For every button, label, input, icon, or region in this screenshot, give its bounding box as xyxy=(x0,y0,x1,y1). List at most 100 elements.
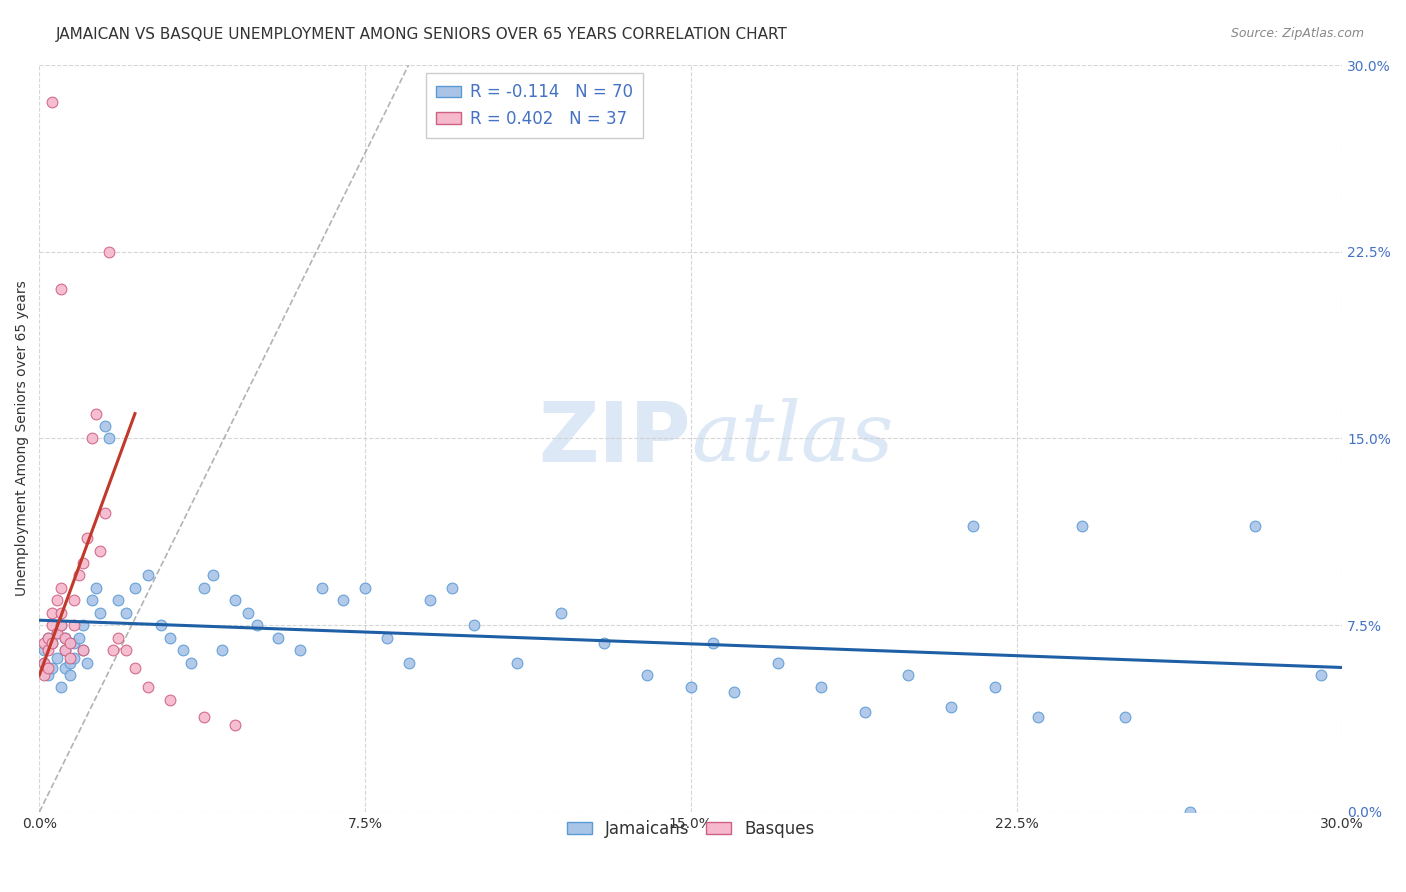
Text: ZIP: ZIP xyxy=(538,398,690,479)
Point xyxy=(49,618,72,632)
Point xyxy=(440,581,463,595)
Point xyxy=(419,593,441,607)
Point xyxy=(810,681,832,695)
Point xyxy=(984,681,1007,695)
Point xyxy=(80,593,103,607)
Point xyxy=(72,618,94,632)
Point xyxy=(103,643,125,657)
Point xyxy=(97,432,120,446)
Point xyxy=(32,643,55,657)
Point xyxy=(398,656,420,670)
Point xyxy=(107,593,129,607)
Point xyxy=(311,581,333,595)
Point xyxy=(679,681,702,695)
Point xyxy=(245,618,267,632)
Point xyxy=(72,643,94,657)
Point xyxy=(702,635,724,649)
Point xyxy=(37,643,59,657)
Point xyxy=(63,618,86,632)
Point xyxy=(124,581,146,595)
Point xyxy=(32,668,55,682)
Point xyxy=(41,635,63,649)
Point xyxy=(55,643,77,657)
Point xyxy=(180,656,202,670)
Point xyxy=(55,643,77,657)
Point xyxy=(550,606,572,620)
Point xyxy=(37,631,59,645)
Point xyxy=(37,668,59,682)
Point xyxy=(72,556,94,570)
Point xyxy=(1070,518,1092,533)
Point xyxy=(124,660,146,674)
Point xyxy=(1309,668,1331,682)
Point xyxy=(193,710,215,724)
Point xyxy=(288,643,311,657)
Point xyxy=(67,631,90,645)
Point xyxy=(45,650,67,665)
Point xyxy=(84,581,107,595)
Point xyxy=(159,631,181,645)
Point xyxy=(49,618,72,632)
Point xyxy=(224,593,246,607)
Point xyxy=(267,631,290,645)
Legend: Jamaicans, Basques: Jamaicans, Basques xyxy=(560,814,821,845)
Point xyxy=(224,718,246,732)
Point xyxy=(55,660,77,674)
Point xyxy=(115,606,138,620)
Point xyxy=(1026,710,1049,724)
Point xyxy=(89,543,111,558)
Point xyxy=(32,656,55,670)
Text: atlas: atlas xyxy=(690,399,893,478)
Text: Source: ZipAtlas.com: Source: ZipAtlas.com xyxy=(1230,27,1364,40)
Point xyxy=(354,581,377,595)
Point xyxy=(59,668,82,682)
Point xyxy=(49,681,72,695)
Point xyxy=(211,643,233,657)
Point xyxy=(159,693,181,707)
Point xyxy=(115,643,138,657)
Point xyxy=(76,531,98,545)
Point xyxy=(136,568,159,582)
Y-axis label: Unemployment Among Seniors over 65 years: Unemployment Among Seniors over 65 years xyxy=(15,281,30,597)
Point xyxy=(45,625,67,640)
Point xyxy=(107,631,129,645)
Point xyxy=(506,656,529,670)
Point xyxy=(55,631,77,645)
Point xyxy=(49,581,72,595)
Point xyxy=(193,581,215,595)
Point xyxy=(332,593,354,607)
Point xyxy=(59,650,82,665)
Point xyxy=(41,618,63,632)
Point xyxy=(723,685,745,699)
Point xyxy=(84,407,107,421)
Point xyxy=(941,700,963,714)
Point xyxy=(80,432,103,446)
Point xyxy=(49,282,72,296)
Text: JAMAICAN VS BASQUE UNEMPLOYMENT AMONG SENIORS OVER 65 YEARS CORRELATION CHART: JAMAICAN VS BASQUE UNEMPLOYMENT AMONG SE… xyxy=(56,27,789,42)
Point xyxy=(897,668,920,682)
Point xyxy=(32,635,55,649)
Point xyxy=(67,568,90,582)
Point xyxy=(41,95,63,110)
Point xyxy=(93,506,115,520)
Point xyxy=(202,568,225,582)
Point xyxy=(41,606,63,620)
Point xyxy=(63,635,86,649)
Point xyxy=(236,606,259,620)
Point xyxy=(766,656,789,670)
Point xyxy=(59,656,82,670)
Point xyxy=(32,656,55,670)
Point xyxy=(1180,805,1202,819)
Point xyxy=(1114,710,1136,724)
Point xyxy=(76,656,98,670)
Point xyxy=(59,635,82,649)
Point xyxy=(636,668,658,682)
Point xyxy=(63,593,86,607)
Point xyxy=(72,643,94,657)
Point xyxy=(41,635,63,649)
Point xyxy=(463,618,485,632)
Point xyxy=(136,681,159,695)
Point xyxy=(45,593,67,607)
Point xyxy=(150,618,173,632)
Point xyxy=(37,660,59,674)
